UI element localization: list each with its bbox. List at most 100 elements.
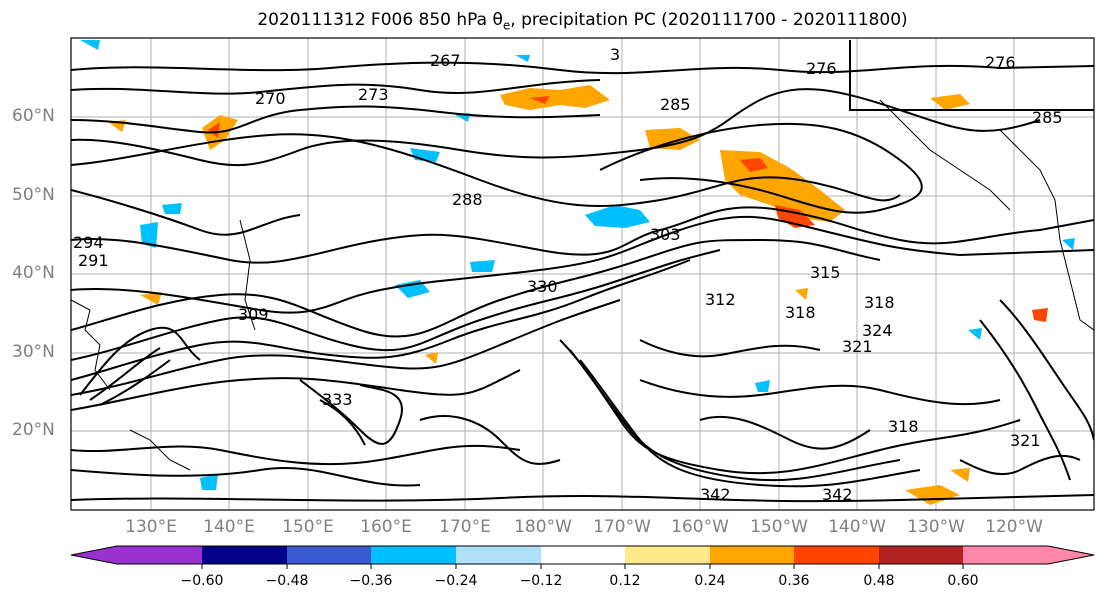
colorbar-segment [541, 546, 625, 564]
lat-label: 50°N [12, 185, 55, 205]
title-suffix: , precipitation PC (2020111700 - 2020111… [510, 10, 908, 30]
contour-label: 330 [527, 277, 558, 296]
lon-label: 170°W [593, 517, 651, 537]
precip-patch [395, 280, 430, 298]
contour-label: 324 [862, 321, 893, 340]
contour-label: 318 [864, 293, 895, 312]
contour-label: 303 [650, 225, 681, 244]
colorbar-tick-label: −0.36 [349, 573, 393, 589]
precip-patch [515, 55, 530, 62]
lon-label: 170°E [439, 517, 491, 537]
colorbar-outline [70, 545, 1095, 565]
contour-label: 318 [888, 417, 919, 436]
lon-label: 140°E [203, 517, 255, 537]
colorbar-segment [794, 546, 879, 564]
precip-patch [930, 94, 970, 110]
colorbar-tick-label: 0.24 [694, 573, 726, 589]
lon-label: 130°W [907, 517, 965, 537]
map-title: 2020111312 F006 850 hPa θe, precipitatio… [0, 10, 1105, 32]
contour-label: 276 [806, 59, 837, 78]
precip-negative [80, 40, 1075, 490]
contour-label: 294 [73, 233, 104, 252]
precip-patch [200, 474, 218, 490]
contour-labels: 267 276 270 276 273 285 285 288 291 294 … [73, 45, 1063, 504]
colorbar [70, 545, 1095, 569]
colorbar-segment [202, 546, 287, 564]
lon-label: 160°W [671, 517, 729, 537]
contour-label: 321 [1010, 431, 1041, 450]
theta-e-contours [71, 40, 1094, 503]
lat-label: 30°N [12, 342, 55, 362]
colorbar-tick-label: 0.48 [863, 573, 895, 589]
precip-patch [755, 380, 770, 392]
colorbar-tick-label: −0.12 [519, 573, 563, 589]
contour-label: 312 [705, 290, 736, 309]
precip-positive [108, 85, 1048, 505]
precip-patch [1032, 308, 1048, 322]
precip-patch [740, 158, 768, 172]
lat-label: 20°N [12, 420, 55, 440]
precip-patch [208, 122, 220, 138]
title-main: 2020111312 F006 850 hPa θ [257, 10, 503, 30]
coastline-detail [71, 99, 1094, 471]
precip-patch [950, 468, 970, 482]
precip-patch [795, 288, 808, 300]
colorbar-tick-label: 0.36 [778, 573, 810, 589]
contour-label: 318 [785, 303, 816, 322]
lon-label: 140°W [828, 517, 886, 537]
colorbar-extend-low [71, 546, 117, 564]
colorbar-tick-label: −0.24 [434, 573, 478, 589]
contour-label: 342 [822, 485, 853, 504]
precip-patch [645, 128, 700, 150]
colorbar-segment [879, 546, 963, 564]
colorbar-segment [371, 546, 456, 564]
precip-patch [585, 205, 650, 228]
lon-label: 160°E [360, 517, 412, 537]
contour-label: 342 [700, 485, 731, 504]
precip-patch [162, 203, 182, 214]
lat-label: 60°N [12, 106, 55, 126]
contour-label: 273 [358, 85, 389, 104]
lon-label: 180°W [514, 517, 572, 537]
precip-patch [500, 85, 610, 110]
precip-patch [140, 292, 162, 305]
colorbar-segment [625, 546, 710, 564]
colorbar-segment [456, 546, 541, 564]
colorbar-tick-label: 0.12 [609, 573, 641, 589]
precip-patch [425, 352, 438, 364]
colorbar-segment [117, 546, 202, 564]
lon-label: 150°W [750, 517, 808, 537]
contour-label: 270 [255, 89, 286, 108]
precip-patch [905, 485, 960, 505]
contour-label: 276 [985, 53, 1016, 72]
gridlines [71, 38, 1094, 510]
contour-label: 315 [810, 263, 841, 282]
contour-label: 285 [660, 95, 691, 114]
precip-patch [1062, 238, 1075, 250]
lon-label: 150°E [282, 517, 334, 537]
lat-label: 40°N [12, 263, 55, 283]
colorbar-tick-label: −0.60 [180, 573, 224, 589]
contour-label: 309 [238, 305, 269, 324]
colorbar-segment [963, 546, 1048, 564]
precip-patch [140, 222, 158, 248]
contour-label: 291 [78, 251, 109, 270]
contour-label: 333 [322, 390, 353, 409]
contour-label: 288 [452, 190, 483, 209]
precip-patch [470, 260, 495, 272]
colorbar-extend-high [1048, 546, 1094, 564]
colorbar-segment [287, 546, 371, 564]
colorbar-tick-label: 0.60 [947, 573, 979, 589]
contour-label: 267 [430, 51, 461, 70]
colorbar-tick-label: −0.48 [265, 573, 309, 589]
lon-label: 120°W [985, 517, 1043, 537]
precip-patch [530, 96, 550, 104]
contour-label: 321 [842, 337, 873, 356]
lon-label: 130°E [125, 517, 177, 537]
contour-label: 285 [1032, 108, 1063, 127]
title-subscript: e [502, 18, 511, 33]
contour-label: 3 [610, 45, 620, 64]
precip-patch [968, 328, 982, 340]
colorbar-segment [710, 546, 794, 564]
